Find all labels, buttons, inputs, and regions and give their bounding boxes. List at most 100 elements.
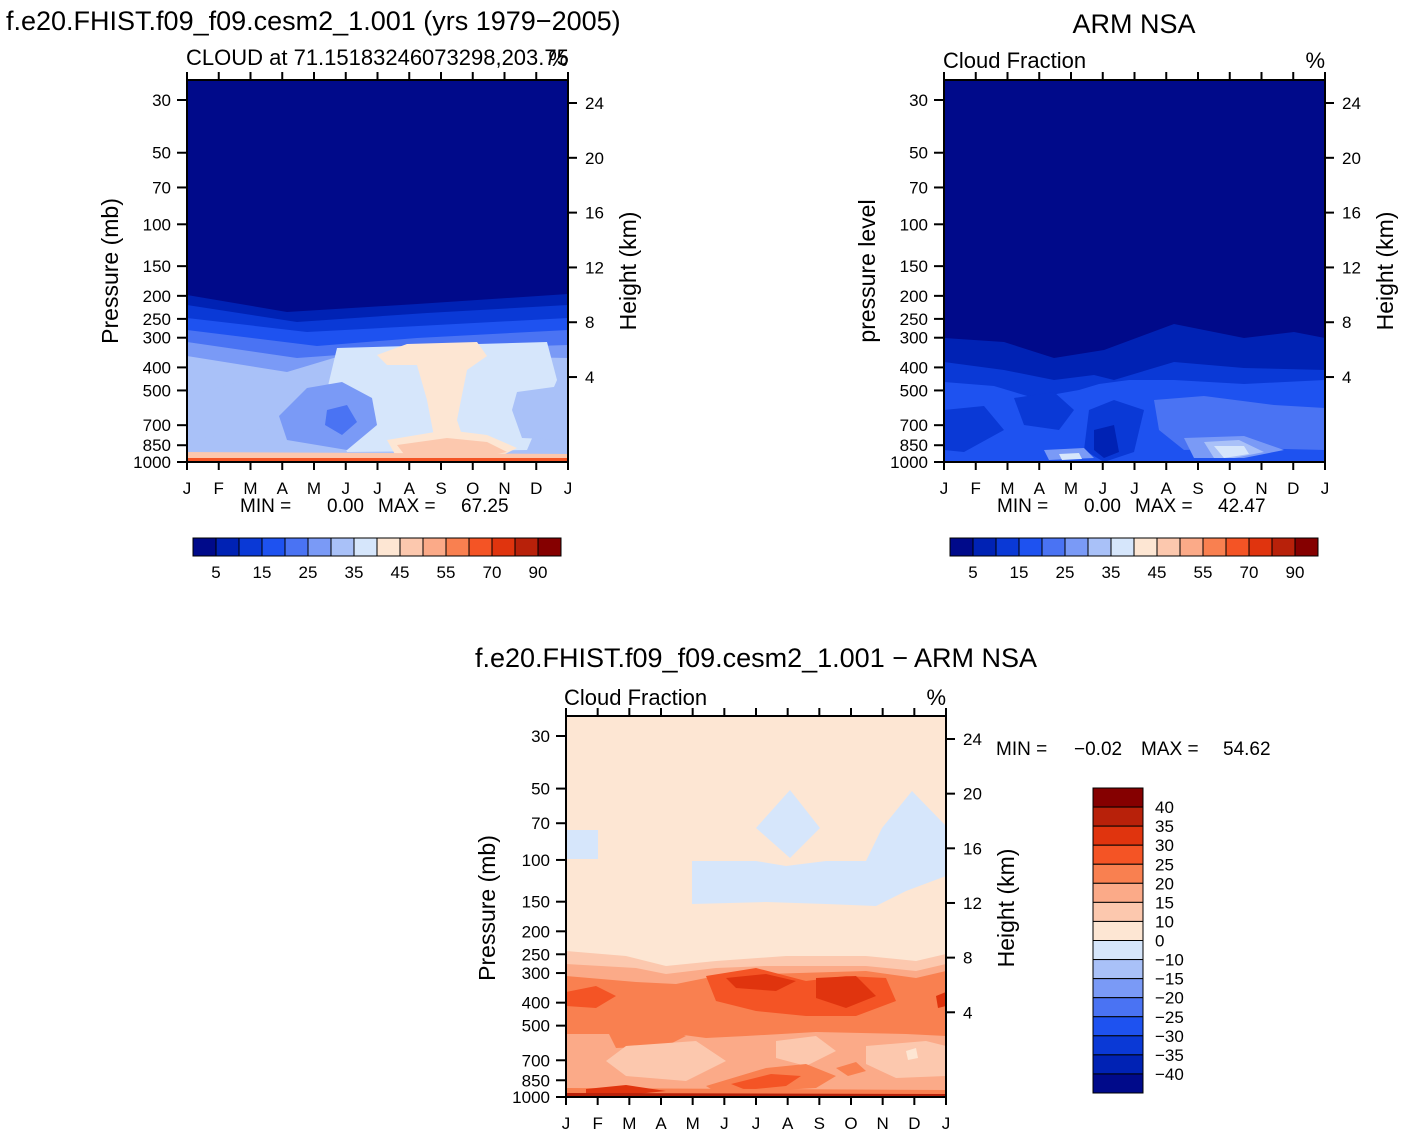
panel-diff-max-label: MAX =	[1141, 739, 1199, 760]
colorbar-swatch	[1271, 537, 1296, 557]
y2-tick-label: 8	[585, 313, 594, 332]
panel-diff: Cloud Fraction %	[474, 685, 1271, 1133]
x-tick-label: J	[564, 479, 573, 498]
panel-obs-units: %	[1305, 48, 1325, 73]
y-tick-label: 300	[522, 964, 550, 983]
colorbar-label: 10	[1155, 912, 1174, 931]
panel-model-title: CLOUD at 71.15183246073298,203.75	[186, 45, 569, 70]
x-tick-label: D	[908, 1114, 920, 1133]
x-tick-label: A	[782, 1114, 794, 1133]
panel-model-min-label: MIN =	[240, 496, 291, 517]
y2-tick-label: 4	[585, 368, 594, 387]
colorbar-label: 40	[1155, 798, 1174, 817]
y2-tick-label: 16	[585, 204, 604, 223]
panel-diff-title: Cloud Fraction	[564, 685, 707, 710]
colorbar-swatch	[1092, 787, 1144, 808]
x-tick-label: S	[1192, 479, 1203, 498]
colorbar-label: 25	[299, 563, 318, 582]
y-tick-label: 150	[143, 257, 171, 276]
y2-tick-label: 24	[1342, 94, 1361, 113]
panel-obs-title: Cloud Fraction	[943, 48, 1086, 73]
y-tick-label: 1000	[512, 1088, 550, 1107]
y-tick-label: 400	[522, 994, 550, 1013]
y2-tick-label: 12	[963, 894, 982, 913]
y2-tick-label: 4	[963, 1003, 972, 1022]
colorbar-swatch	[1092, 844, 1144, 865]
x-tick-label: J	[1099, 479, 1108, 498]
x-tick-label: O	[1223, 479, 1236, 498]
colorbar-swatch	[1092, 920, 1144, 941]
panel-model-max-value: 67.25	[461, 496, 509, 517]
x-tick-label: J	[373, 479, 382, 498]
y-tick-label: 100	[522, 851, 550, 870]
colorbar-label: 90	[1286, 563, 1305, 582]
colorbar-swatch	[1092, 1054, 1144, 1075]
colorbar-label: 35	[1155, 817, 1174, 836]
colorbar-label: −35	[1155, 1046, 1184, 1065]
panel-obs-axes: J F M A M J J A S O N D J305070100150200250300400500…	[890, 72, 1361, 498]
colorbar-label: −20	[1155, 989, 1184, 1008]
colorbar-swatch	[1092, 940, 1144, 961]
colorbar-label: 45	[391, 563, 410, 582]
panel-model-min-value: 0.00	[327, 496, 364, 517]
panel-obs-y2label: Height (km)	[1372, 212, 1398, 331]
x-tick-label: A	[404, 479, 416, 498]
x-tick-label: D	[530, 479, 542, 498]
y-tick-label: 700	[522, 1051, 550, 1070]
colorbar-label: 0	[1155, 932, 1164, 951]
colorbar-swatch	[537, 537, 562, 557]
x-tick-label: S	[435, 479, 446, 498]
panel-diff-axes: J F M A M J J A S O N D J305070100150200250300400500…	[512, 708, 982, 1133]
y2-tick-label: 8	[1342, 313, 1351, 332]
colorbar-swatch	[1110, 537, 1135, 557]
colorbar-swatch	[995, 537, 1020, 557]
x-tick-label: A	[1161, 479, 1173, 498]
colorbar-swatch	[445, 537, 470, 557]
panel-obs-min-label: MIN =	[997, 496, 1048, 517]
colorbar-swatch	[376, 537, 401, 557]
colorbar-swatch	[192, 537, 217, 557]
x-tick-label: J	[1321, 479, 1330, 498]
colorbar-label: −40	[1155, 1065, 1184, 1084]
y-tick-label: 1000	[133, 453, 171, 472]
colorbar-label: −25	[1155, 1008, 1184, 1027]
panel-model-axes: J F M A M J J A S O N D J305070100150200250300400500…	[133, 72, 604, 498]
colorbar-swatch	[1179, 537, 1204, 557]
x-tick-label: F	[592, 1114, 602, 1133]
colorbar-label: 45	[1148, 563, 1167, 582]
x-tick-label: J	[942, 1114, 951, 1133]
x-tick-label: M	[1000, 479, 1014, 498]
colorbar-swatch	[1092, 1016, 1144, 1037]
y-tick-label: 150	[522, 893, 550, 912]
x-tick-label: J	[720, 1114, 729, 1133]
panel-diff-min-label: MIN =	[996, 739, 1047, 760]
panel-obs-ylabel: pressure level	[854, 199, 880, 342]
y-tick-label: 300	[900, 329, 928, 348]
y2-tick-label: 12	[585, 258, 604, 277]
x-tick-label: J	[183, 479, 192, 498]
y-tick-label: 250	[522, 945, 550, 964]
panel-model-max-label: MAX =	[378, 496, 436, 517]
colorbar-swatch	[1156, 537, 1181, 557]
colorbar-label: 20	[1155, 874, 1174, 893]
colorbar-swatch	[399, 537, 424, 557]
y-tick-label: 500	[522, 1017, 550, 1036]
x-tick-label: M	[686, 1114, 700, 1133]
colorbar-label: 70	[483, 563, 502, 582]
y-tick-label: 50	[909, 144, 928, 163]
y-tick-label: 700	[900, 416, 928, 435]
x-tick-label: F	[214, 479, 224, 498]
colorbar-label: −15	[1155, 970, 1184, 989]
panel-obs-max-value: 42.47	[1218, 496, 1266, 517]
panel-diff-ylabel: Pressure (mb)	[474, 835, 500, 981]
x-tick-label: O	[844, 1114, 857, 1133]
colorbar-label: 35	[345, 563, 364, 582]
panel-obs-min-value: 0.00	[1084, 496, 1121, 517]
panel-model-field	[187, 80, 568, 462]
y2-tick-label: 24	[963, 730, 982, 749]
y2-tick-label: 8	[963, 949, 972, 968]
x-tick-label: J	[1130, 479, 1139, 498]
